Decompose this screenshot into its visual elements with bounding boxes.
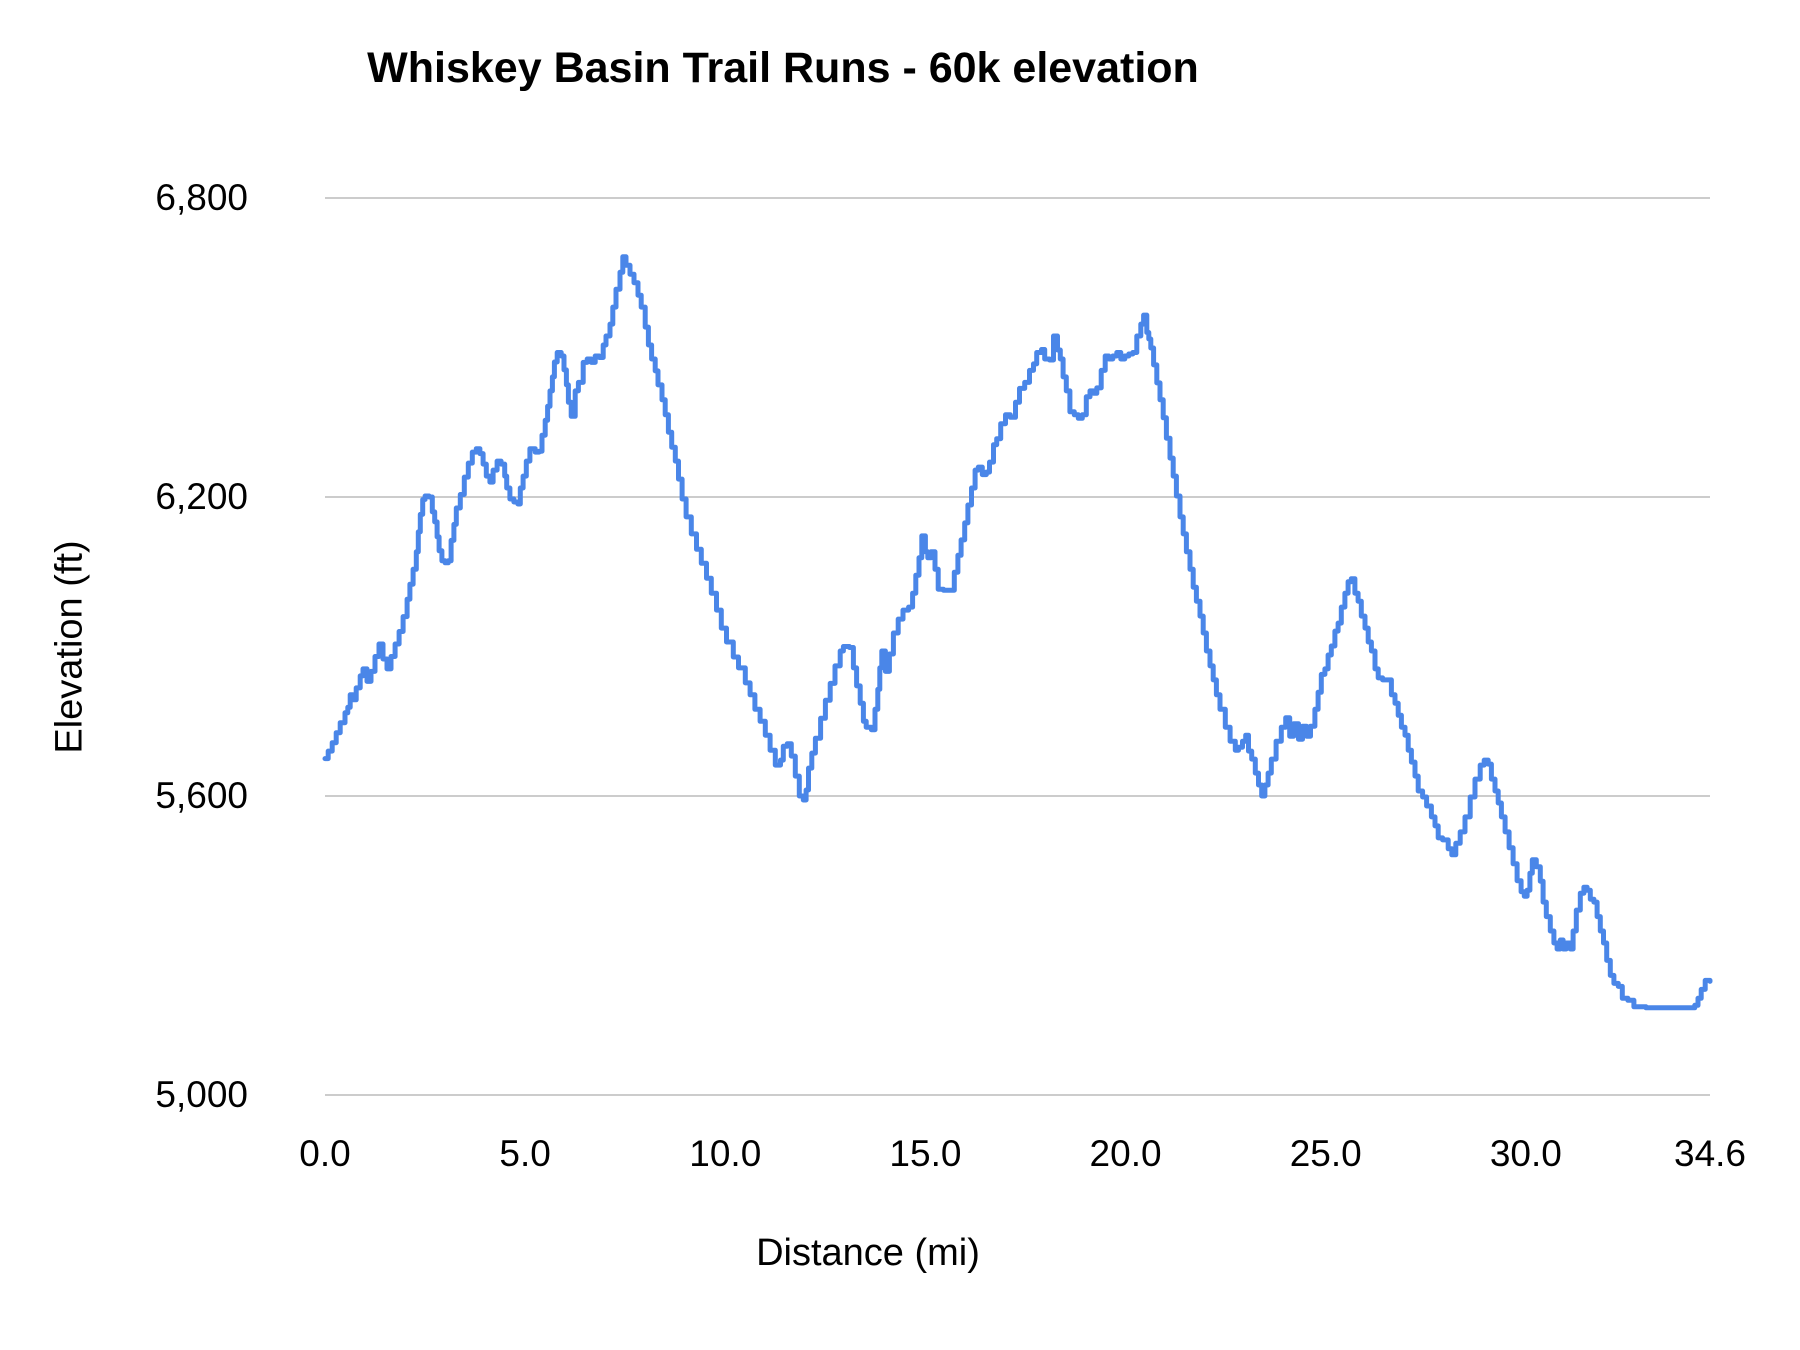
x-tick-label: 30.0: [1489, 1133, 1562, 1174]
y-tick-label: 6,200: [155, 476, 248, 517]
x-tick-label: 20.0: [1089, 1133, 1162, 1174]
x-tick-label: 0.0: [299, 1133, 351, 1174]
y-tick-label: 5,000: [155, 1074, 248, 1115]
x-tick-label: 15.0: [889, 1133, 962, 1174]
x-tick-label: 10.0: [689, 1133, 762, 1174]
x-axis-title: Distance (mi): [756, 1232, 980, 1274]
y-tick-label: 6,800: [155, 177, 248, 218]
elevation-series-line: [322, 254, 1713, 1011]
x-tick-label: 34.6: [1673, 1133, 1747, 1174]
y-tick-label: 5,600: [155, 775, 248, 816]
x-tick-label: 5.0: [499, 1133, 551, 1174]
x-tick-label: 25.0: [1289, 1133, 1362, 1174]
chart-title: Whiskey Basin Trail Runs - 60k elevation: [367, 44, 1199, 92]
